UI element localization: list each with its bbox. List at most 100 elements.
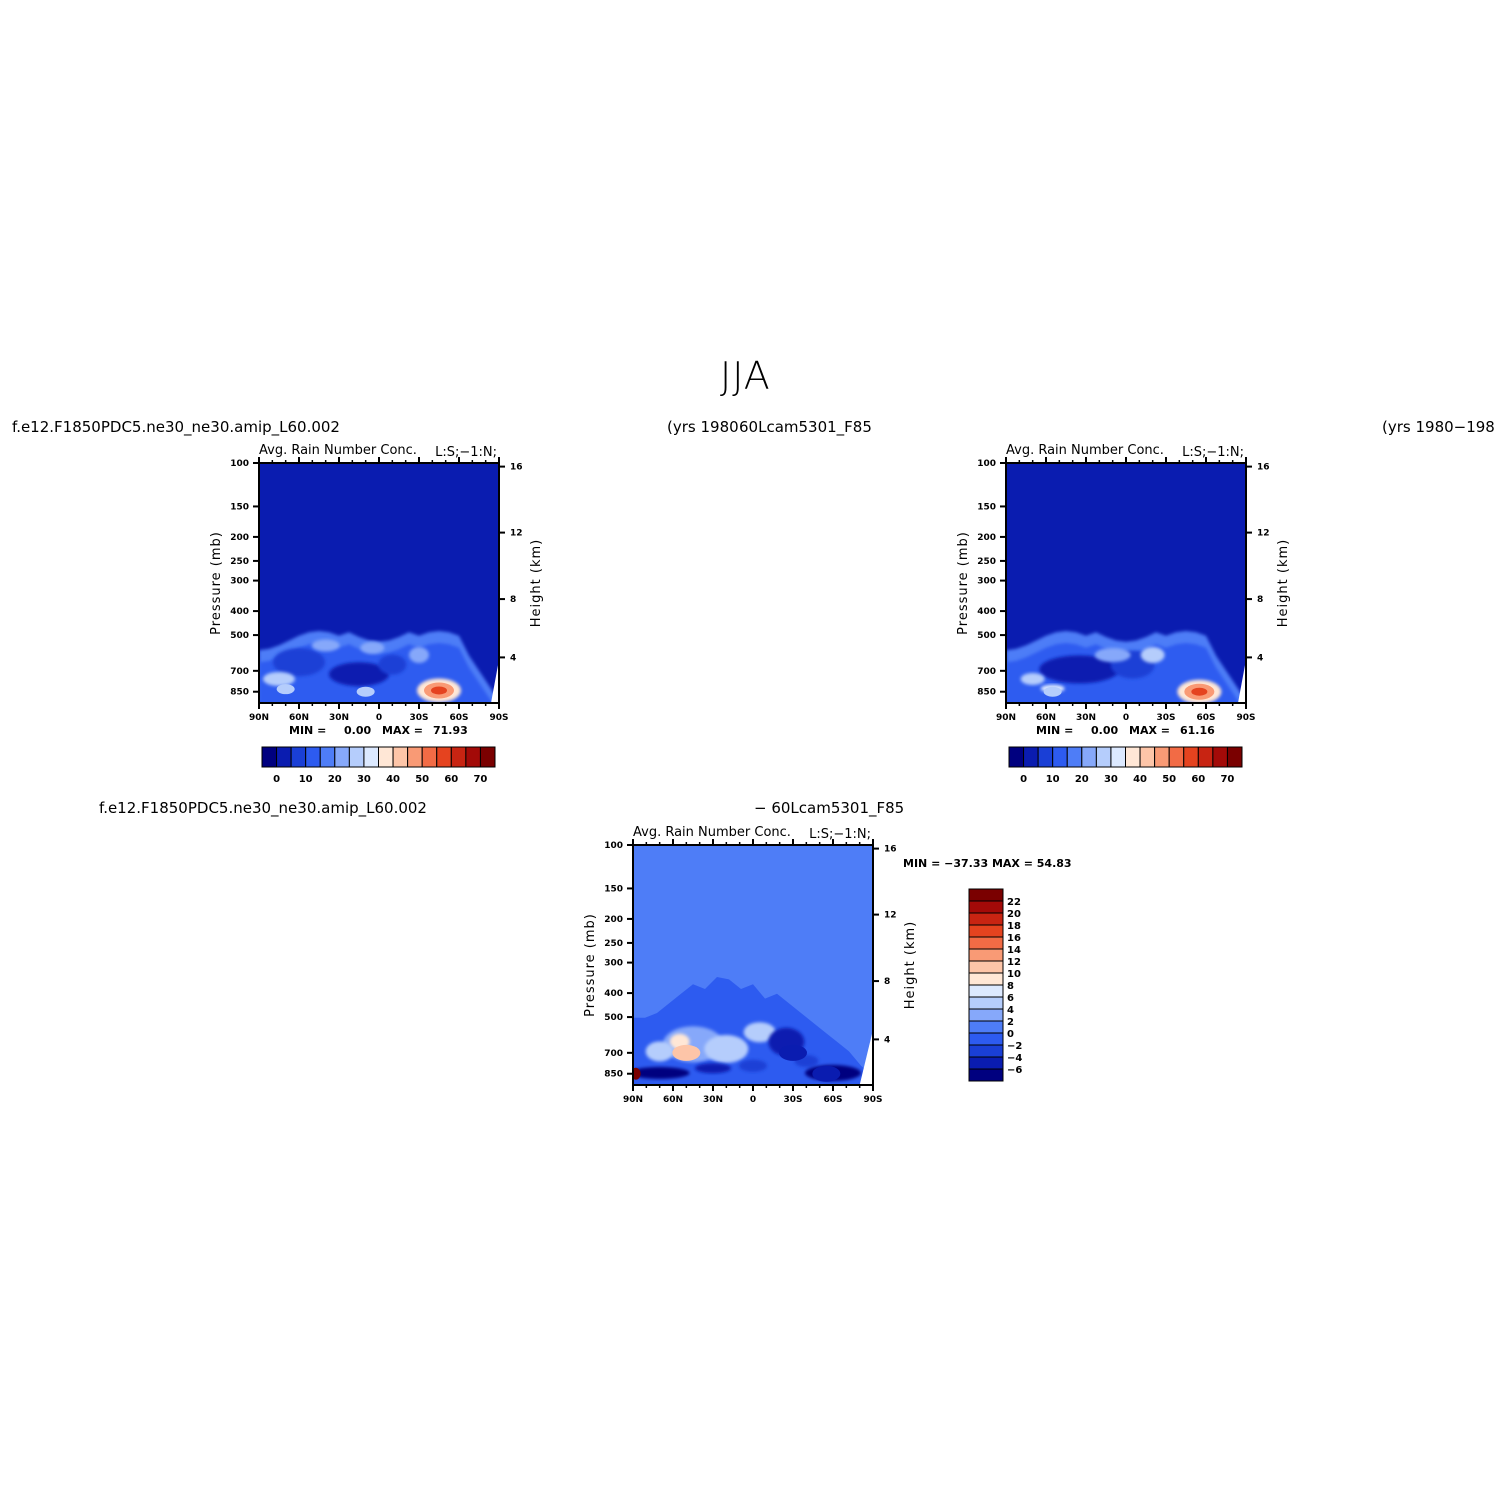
- left-colorbar-swatch: [407, 746, 423, 768]
- diff-colorbar-label: 22: [1007, 897, 1021, 908]
- right-lat-label: 30N: [1076, 713, 1096, 723]
- left-panel-title: Avg. Rain Number Conc.: [259, 443, 417, 458]
- panel-right-min: 0.00: [1091, 724, 1119, 737]
- left-colorbar-label: 20: [328, 774, 342, 785]
- left-patch: [409, 647, 429, 663]
- right-colorbar-swatch: [1037, 746, 1054, 768]
- right-colorbar-label: 60: [1191, 774, 1205, 785]
- diff-patch: [704, 1035, 749, 1063]
- right-colorbar-swatch: [1183, 746, 1199, 768]
- left-colorbar-swatch: [305, 746, 321, 768]
- right-colorbar-swatch: [1139, 746, 1156, 768]
- left-pressure-label: 300: [230, 577, 249, 587]
- left-height-label: 16: [510, 463, 523, 473]
- diff-colorbar-swatch: [968, 900, 1004, 914]
- right-patch: [1039, 655, 1120, 684]
- right-colorbar-label: 50: [1162, 774, 1176, 785]
- diff-lat-label: 30N: [703, 1095, 723, 1105]
- diff-height-label: 8: [884, 977, 890, 987]
- diff-colorbar-swatch: [968, 1068, 1004, 1082]
- diff-ylabel: Pressure (mb): [583, 913, 598, 1017]
- right-colorbar-swatch: [1110, 746, 1126, 768]
- left-pressure-label: 200: [230, 533, 249, 543]
- diff-colorbar-swatch: [968, 996, 1004, 1010]
- left-colorbar-swatch: [436, 746, 452, 768]
- diff-colorbar-swatch: [968, 1056, 1004, 1070]
- diff-lat-label: 0: [750, 1095, 756, 1105]
- panel-left-min-label: MIN =: [289, 724, 327, 737]
- diff-feature: [812, 1065, 841, 1082]
- panel-diff-stats: MIN = −37.33 MAX = 54.83: [903, 857, 1072, 870]
- diff-y2label: Height (km): [903, 921, 918, 1009]
- years-label-right: (yrs 1980−198: [1382, 418, 1495, 436]
- diff-height-label: 4: [884, 1035, 890, 1045]
- right-colorbar: 0 10 20 30 40 50 60 70: [1008, 746, 1243, 785]
- left-pressure-label: 150: [230, 502, 249, 512]
- left-colorbar-label: 60: [444, 774, 458, 785]
- left-feature: [276, 684, 295, 695]
- left-colorbar-swatch: [319, 746, 336, 768]
- diff-patch: [633, 1067, 690, 1079]
- diff-panel-subtitle: L:S;−1:N;: [809, 827, 871, 842]
- diff-colorbar-swatch: [968, 924, 1004, 938]
- right-colorbar-label: 10: [1046, 774, 1060, 785]
- right-pressure-label: 700: [977, 667, 996, 677]
- diff-colorbar-label: −6: [1007, 1065, 1022, 1076]
- left-patch: [329, 662, 389, 687]
- left-colorbar-label: 30: [357, 774, 371, 785]
- left-colorbar-swatch: [392, 746, 409, 768]
- left-lat-label: 90S: [489, 713, 508, 723]
- right-colorbar-label: 20: [1075, 774, 1089, 785]
- diff-patch: [695, 1063, 731, 1074]
- right-patch: [1094, 648, 1131, 662]
- left-colorbar-swatch: [479, 746, 496, 768]
- right-colorbar-swatch: [1212, 746, 1228, 768]
- left-colorbar-swatch: [421, 746, 438, 768]
- years-label-left: (yrs 1980: [667, 418, 739, 436]
- diff-colorbar-swatch: [968, 1044, 1004, 1058]
- left-patch: [263, 672, 295, 686]
- left-colorbar-swatch: [334, 746, 350, 768]
- left-pressure-label: 850: [230, 688, 249, 698]
- left-lat-label: 60S: [449, 713, 468, 723]
- diff-pressure-label: 150: [604, 884, 623, 894]
- diff-colorbar-swatch: [968, 912, 1004, 926]
- left-pressure-label: 100: [230, 459, 249, 469]
- diff-pressure-label: 400: [604, 989, 623, 999]
- diff-colorbar-swatch: [968, 984, 1004, 998]
- left-colorbar-label: 40: [386, 774, 400, 785]
- right-colorbar-label: 40: [1133, 774, 1147, 785]
- right-field: [1006, 463, 1246, 703]
- left-colorbar-swatch: [261, 746, 278, 768]
- case-diff-b: − 60Lcam5301_F85: [754, 799, 905, 817]
- diff-colorbar-label: 18: [1007, 921, 1021, 932]
- left-colorbar-label: 50: [415, 774, 429, 785]
- panel-left-max-label: MAX =: [382, 724, 423, 737]
- diff-colorbar-swatch: [968, 1032, 1004, 1046]
- diff-colorbar-label: −2: [1007, 1041, 1022, 1052]
- left-pressure-label: 400: [230, 607, 249, 617]
- left-colorbar: 0 10 20 30 40 50 60 70: [261, 746, 496, 785]
- left-height-label: 12: [510, 529, 523, 539]
- right-feature: [1043, 686, 1062, 697]
- diff-colorbar-swatch: [968, 948, 1004, 962]
- right-colorbar-swatch: [1081, 746, 1097, 768]
- right-height-label: 16: [1257, 463, 1270, 473]
- left-lat-label: 60N: [289, 713, 309, 723]
- diff-colorbar-label: 12: [1007, 957, 1021, 968]
- left-field: [259, 463, 499, 703]
- diff-colorbar-label: 4: [1007, 1005, 1014, 1016]
- panel-left-max: 71.93: [433, 724, 468, 737]
- right-panel-subtitle: L:S;−1:N;: [1182, 445, 1244, 460]
- diff-colorbar-swatch: [968, 888, 1004, 902]
- right-pressure-label: 400: [977, 607, 996, 617]
- diff-colorbar-label: −4: [1007, 1053, 1022, 1064]
- diff-lat-label: 90N: [623, 1095, 643, 1105]
- case-label-left: f.e12.F1850PDC5.ne30_ne30.amip_L60.002: [12, 418, 340, 436]
- diff-lat-label: 60S: [823, 1095, 842, 1105]
- right-patch: [1140, 647, 1165, 663]
- diff-pressure-label: 500: [604, 1013, 623, 1023]
- left-panel: Avg. Rain Number Conc. L:S;−1:N; 90N 60N 30N…: [209, 443, 544, 723]
- right-pressure-label: 850: [977, 688, 996, 698]
